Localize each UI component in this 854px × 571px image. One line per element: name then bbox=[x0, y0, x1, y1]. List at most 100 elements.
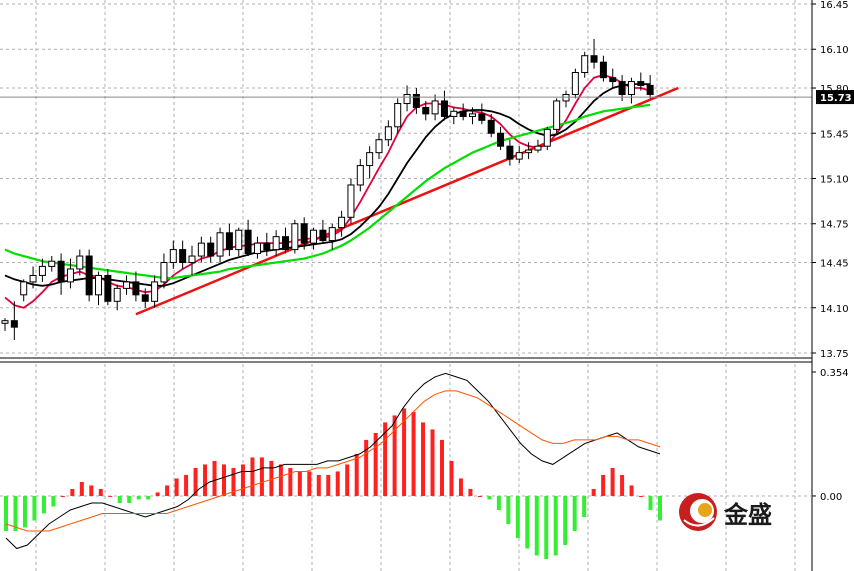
candle bbox=[188, 245, 196, 276]
candle bbox=[646, 75, 654, 99]
macd-histogram-bar bbox=[572, 495, 577, 531]
macd-histogram-bar bbox=[449, 460, 454, 496]
candle-body bbox=[469, 113, 476, 117]
candle bbox=[104, 268, 112, 306]
candle-body bbox=[356, 165, 364, 186]
candle bbox=[216, 227, 224, 263]
candle bbox=[272, 230, 280, 257]
macd-tick-label: 0.00 bbox=[820, 492, 842, 503]
candle bbox=[29, 266, 37, 289]
macd-histogram-bar bbox=[51, 495, 56, 507]
macd-histogram bbox=[4, 408, 662, 559]
moving-average-line bbox=[4, 83, 651, 287]
macd-histogram-bar bbox=[392, 415, 397, 496]
candle bbox=[57, 253, 65, 295]
macd-histogram-bar bbox=[458, 478, 463, 496]
candle-body bbox=[637, 81, 645, 86]
candle bbox=[627, 77, 635, 104]
candle-body bbox=[599, 61, 607, 79]
macd-histogram-bar bbox=[610, 467, 615, 496]
macd-histogram-bar bbox=[658, 495, 662, 521]
macd-histogram-bar bbox=[468, 488, 473, 496]
candle bbox=[48, 256, 56, 272]
current-price-label: 15.73 bbox=[820, 93, 852, 104]
candle bbox=[328, 223, 336, 250]
macd-histogram-bar bbox=[136, 495, 141, 500]
macd-histogram-bar bbox=[117, 495, 122, 503]
logo: 金盛 bbox=[679, 493, 772, 531]
macd-histogram-bar bbox=[155, 492, 160, 496]
macd-histogram-bar bbox=[411, 411, 416, 496]
macd-histogram-bar bbox=[108, 495, 113, 497]
macd-histogram-bar bbox=[373, 432, 378, 496]
price-candles bbox=[1, 38, 654, 341]
logo-text: 金盛 bbox=[723, 501, 772, 529]
candle-body bbox=[179, 249, 187, 264]
candle-body bbox=[38, 265, 46, 276]
macd-histogram-bar bbox=[32, 495, 37, 521]
candle bbox=[506, 139, 514, 166]
macd-histogram-bar bbox=[307, 471, 312, 496]
candle-body bbox=[627, 81, 635, 95]
macd-histogram-bar bbox=[629, 485, 634, 496]
candle bbox=[562, 90, 570, 108]
candle-body bbox=[235, 229, 243, 251]
price-tick-label: 16.45 bbox=[820, 0, 849, 11]
candle bbox=[525, 142, 533, 160]
macd-histogram-bar bbox=[184, 474, 189, 496]
candle-body bbox=[57, 260, 65, 283]
macd-histogram-bar bbox=[288, 467, 293, 496]
candle bbox=[319, 219, 327, 244]
candle bbox=[225, 223, 233, 257]
candle bbox=[282, 227, 289, 254]
candle bbox=[431, 94, 439, 121]
candle bbox=[132, 271, 140, 302]
candle-body bbox=[412, 93, 420, 108]
candle bbox=[497, 126, 505, 151]
candle-body bbox=[1, 320, 9, 324]
candle bbox=[291, 219, 299, 254]
price-grid bbox=[0, 0, 812, 356]
price-tick-label: 16.10 bbox=[820, 45, 849, 56]
candle-body bbox=[646, 84, 654, 95]
candle-body bbox=[553, 100, 561, 130]
candle-body bbox=[609, 77, 617, 83]
candle bbox=[197, 236, 205, 263]
candle bbox=[235, 227, 243, 257]
candle bbox=[66, 258, 74, 289]
candle-body bbox=[459, 110, 467, 117]
candle-body bbox=[300, 223, 308, 244]
candle bbox=[95, 271, 102, 306]
macd-histogram-bar bbox=[70, 488, 75, 496]
jinsheng-logo-icon bbox=[679, 493, 717, 531]
candle-body bbox=[95, 274, 102, 296]
candle-body bbox=[282, 236, 289, 251]
price-tick-label: 15.80 bbox=[820, 84, 849, 95]
candle-body bbox=[66, 268, 74, 283]
candle-body bbox=[197, 242, 205, 257]
macd-histogram-bar bbox=[487, 495, 492, 500]
candle-body bbox=[394, 103, 402, 128]
macd-histogram-bar bbox=[165, 485, 170, 496]
candle-body bbox=[515, 152, 523, 160]
trendline bbox=[135, 86, 679, 316]
candle-body bbox=[207, 242, 215, 257]
candle bbox=[412, 88, 420, 114]
macd-histogram-bar bbox=[240, 464, 245, 496]
candle bbox=[160, 253, 168, 289]
macd-histogram-bar bbox=[13, 495, 18, 531]
current-price-box bbox=[816, 90, 854, 105]
candle-body bbox=[48, 260, 56, 267]
candle bbox=[487, 113, 495, 138]
candle bbox=[85, 249, 93, 302]
price-moving-averages bbox=[4, 74, 651, 309]
price-axis-ticks: 16.45 16.10 15.80 15.45 15.10 14.75 14.45 14.10… bbox=[812, 0, 849, 360]
candle-body bbox=[431, 100, 439, 115]
macd-histogram-bar bbox=[430, 429, 435, 496]
candle bbox=[347, 178, 355, 224]
candle-body bbox=[319, 229, 327, 242]
candle-body bbox=[328, 227, 336, 242]
candle bbox=[403, 85, 411, 112]
candle bbox=[609, 68, 617, 89]
